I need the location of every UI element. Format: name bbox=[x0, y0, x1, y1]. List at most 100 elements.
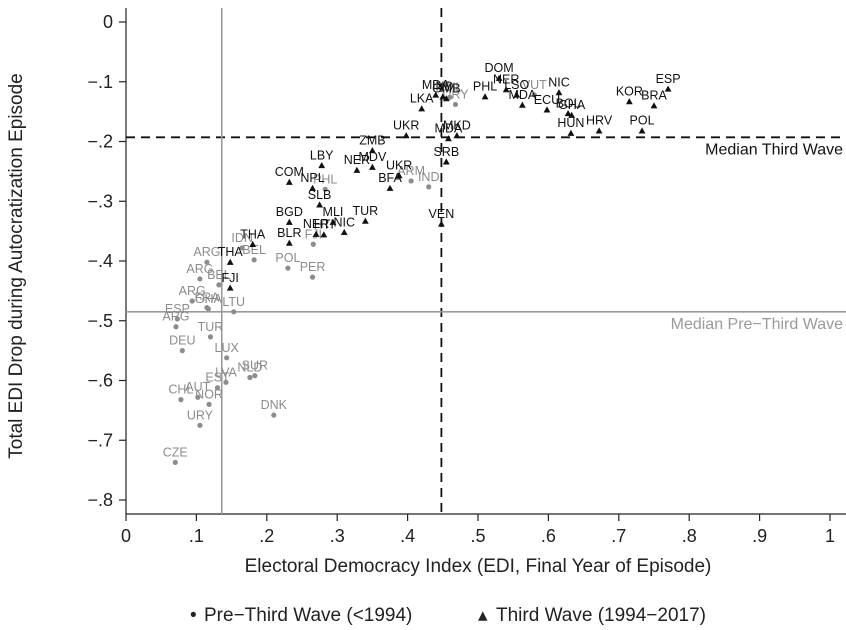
data-point-label: IDN bbox=[231, 231, 253, 245]
data-point-triangle bbox=[625, 98, 633, 105]
data-point-triangle bbox=[309, 184, 316, 191]
data-point-circle bbox=[189, 298, 195, 304]
data-point-circle bbox=[231, 309, 237, 315]
reference-line-label: Median Pre−Third Wave bbox=[671, 316, 843, 333]
data-point-triangle bbox=[502, 86, 510, 93]
data-point-label: SRB bbox=[433, 145, 459, 159]
data-point-label: CZE bbox=[163, 445, 188, 459]
data-point-label: GHA bbox=[195, 292, 223, 306]
data-point-label: FJI bbox=[305, 227, 322, 241]
data-point-label: DEU bbox=[169, 334, 195, 348]
data-point-triangle bbox=[437, 220, 445, 227]
data-point-label: BLR bbox=[277, 226, 301, 240]
data-point-circle bbox=[172, 459, 178, 465]
y-tick-label: −.5 bbox=[87, 311, 113, 331]
data-point-circle bbox=[223, 379, 229, 385]
data-point-label: SLB bbox=[308, 188, 332, 202]
data-point-label: BEL bbox=[207, 268, 231, 282]
data-point-label: AUT bbox=[185, 380, 210, 394]
data-point-label: BRA bbox=[641, 89, 667, 103]
data-point-label: NOR bbox=[195, 387, 223, 401]
data-point-triangle bbox=[595, 127, 603, 134]
data-point-triangle bbox=[555, 89, 563, 96]
data-point-circle bbox=[195, 394, 201, 400]
data-point-label: MDV bbox=[359, 150, 387, 164]
legend-label-third: Third Wave (1994−2017) bbox=[496, 605, 706, 626]
data-point-triangle bbox=[318, 162, 326, 169]
data-point-label: PHL bbox=[313, 172, 337, 186]
data-point-triangle bbox=[285, 178, 293, 185]
y-axis-ticks: 0 −.1 −.2 −.3 −.4 −.5 −.6 −.7 −.8 bbox=[87, 12, 126, 510]
data-point-label: MDA bbox=[422, 78, 450, 92]
data-point-label: LSO bbox=[504, 78, 529, 92]
data-point-triangle bbox=[353, 166, 361, 173]
data-point-label: HRV bbox=[586, 114, 613, 128]
data-point-circle bbox=[205, 306, 211, 312]
legend-symbol-third: ▴ bbox=[478, 605, 488, 626]
data-point-label: ARM bbox=[397, 164, 425, 178]
data-point-triangle bbox=[402, 132, 410, 139]
x-tick-label: .1 bbox=[189, 526, 204, 546]
data-point-label: MDA bbox=[508, 88, 536, 102]
data-point-triangle bbox=[481, 93, 489, 100]
data-point-circle bbox=[531, 92, 537, 98]
data-point-label: MKD bbox=[443, 119, 471, 133]
data-point-triangle bbox=[513, 91, 521, 98]
data-point-circle bbox=[207, 334, 214, 340]
data-point-triangle bbox=[226, 284, 234, 291]
data-point-circle bbox=[251, 257, 257, 263]
data-point-triangle bbox=[226, 258, 234, 265]
data-point-circle bbox=[174, 316, 180, 322]
legend-label-pre: Pre−Third Wave (<1994) bbox=[204, 605, 412, 626]
data-point-label: THA bbox=[240, 227, 266, 241]
data-point-label: IND bbox=[418, 170, 440, 184]
data-point-triangle bbox=[439, 93, 447, 100]
data-point-label: CHL bbox=[437, 80, 462, 94]
data-point-label: TUR bbox=[198, 320, 224, 334]
data-point-triangle bbox=[285, 218, 293, 225]
data-point-triangle bbox=[518, 101, 526, 108]
data-point-label: BFA bbox=[378, 171, 402, 185]
data-point-triangle bbox=[316, 201, 323, 208]
data-point-label: COM bbox=[275, 165, 304, 179]
data-point-label: HTI bbox=[314, 218, 334, 232]
data-point-triangle bbox=[543, 106, 551, 113]
data-point-triangle bbox=[564, 110, 572, 117]
data-point-circle bbox=[322, 186, 328, 192]
data-point-triangle bbox=[567, 129, 575, 136]
data-point-circle bbox=[197, 422, 203, 428]
data-point-circle bbox=[239, 245, 245, 251]
x-axis-title: Electoral Democracy Index (EDI, Final Ye… bbox=[245, 556, 712, 577]
data-point-label: VEN bbox=[429, 207, 455, 221]
data-point-triangle bbox=[249, 240, 257, 247]
data-point-label: ECU bbox=[534, 93, 560, 107]
y-tick-label: −.3 bbox=[87, 191, 113, 211]
data-point-label: PHL bbox=[473, 80, 497, 94]
data-point-label: NER bbox=[303, 217, 329, 231]
data-point-triangle bbox=[312, 230, 320, 237]
data-point-label: ARG bbox=[193, 245, 220, 259]
data-point-triangle bbox=[285, 239, 293, 246]
data-point-label: ARG bbox=[162, 310, 189, 324]
data-point-circle bbox=[285, 265, 291, 271]
x-tick-label: .9 bbox=[752, 526, 767, 546]
data-point-label: UKR bbox=[393, 119, 419, 133]
data-point-circle bbox=[310, 241, 316, 247]
data-point-label: MDA bbox=[435, 122, 463, 136]
x-tick-label: .2 bbox=[259, 526, 274, 546]
data-point-label: URY bbox=[442, 87, 469, 101]
data-point-label: LTU bbox=[222, 295, 245, 309]
data-point-label: NIC bbox=[333, 215, 355, 229]
data-point-triangle bbox=[369, 163, 376, 170]
data-point-triangle bbox=[495, 74, 503, 81]
x-tick-label: 0 bbox=[121, 526, 131, 546]
data-point-circle bbox=[197, 276, 203, 282]
reference-lines: Median Third Wave Median Pre−Third Wave bbox=[126, 8, 846, 514]
y-tick-label: −.7 bbox=[87, 430, 113, 450]
data-point-triangle bbox=[638, 127, 646, 134]
data-point-triangle bbox=[442, 95, 450, 102]
data-point-triangle bbox=[361, 217, 369, 224]
data-point-circle bbox=[179, 348, 185, 354]
data-point-label: DOM bbox=[485, 61, 514, 75]
